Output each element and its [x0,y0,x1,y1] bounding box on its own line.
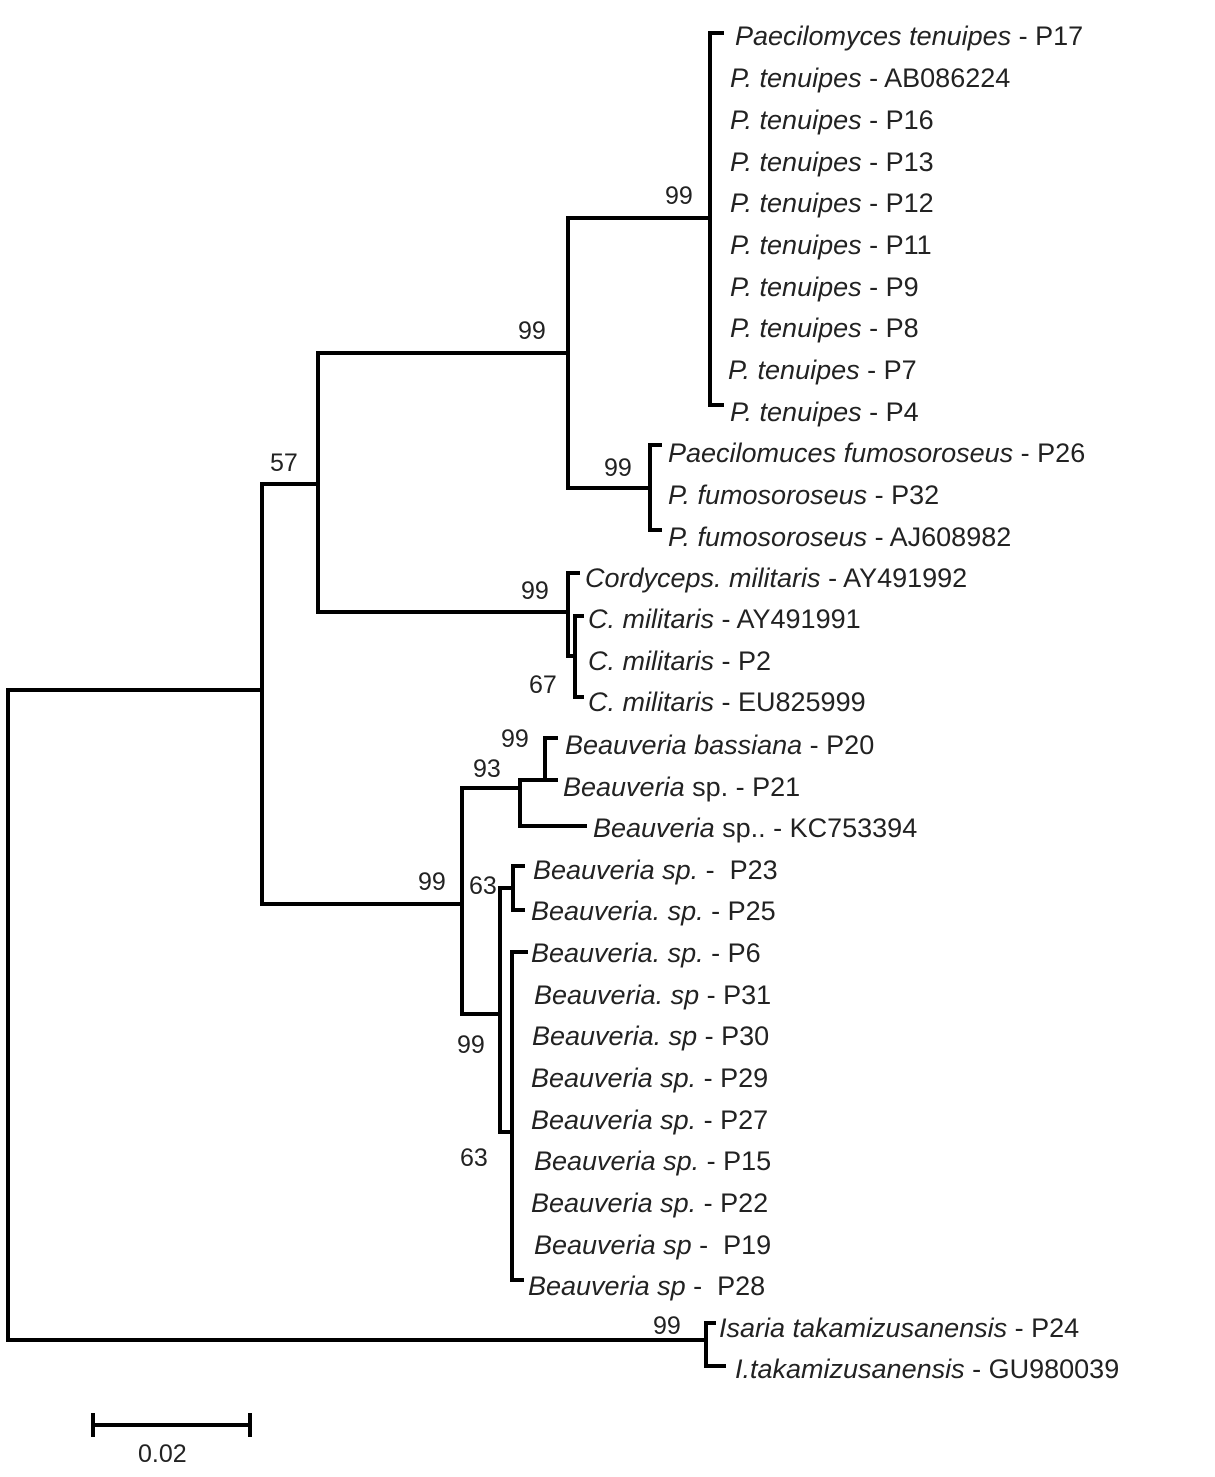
leaf-label: Beauveria sp. - P22 [531,1188,768,1218]
bootstrap-values: 99 99 99 57 99 67 99 93 99 63 99 63 99 [270,182,693,1340]
leaf-label: Beauveria sp. - P21 [563,772,800,802]
leaf-label: P. tenuipes - AB086224 [730,63,1010,93]
bootstrap-label: 67 [529,671,557,699]
leaf-label: Beauveria sp. - P23 [533,855,778,885]
leaf-label: Beauveria. sp. - P6 [531,938,761,968]
leaf-label: P. tenuipes - P8 [730,313,919,343]
leaf-label: P. fumosoroseus - AJ608982 [668,522,1011,552]
branch-tenuipes [708,31,724,407]
leaf-label: Beauveria sp.. - KC753394 [593,813,917,843]
leaf-label: Beauveria sp - P19 [534,1230,771,1260]
leaf-label: Beauveria sp. - P15 [534,1146,771,1176]
branch-paecilomyces [566,216,712,490]
leaf-labels: Paecilomyces tenuipes - P17 P. tenuipes … [528,21,1119,1384]
bootstrap-label: 99 [518,317,546,345]
bootstrap-label: 99 [521,577,549,605]
leaf-label: P. tenuipes - P11 [730,230,932,260]
leaf-label: Beauveria sp. - P29 [531,1063,768,1093]
branch-cordyceps [566,571,584,699]
tree-branches [6,31,726,1368]
leaf-label: Beauveria sp - P28 [528,1271,765,1301]
leaf-label: C. militaris - EU825999 [588,687,866,717]
leaf-label: Paecilomyces tenuipes - P17 [735,21,1083,51]
leaf-label: P. tenuipes - P7 [728,355,917,385]
leaf-label: C. militaris - P2 [588,646,771,676]
leaf-label: Beauveria. sp - P31 [534,980,771,1010]
bootstrap-label: 93 [473,755,501,783]
scale-bar-label: 0.02 [138,1440,187,1468]
bootstrap-label: 63 [469,872,497,900]
branch-57 [260,482,464,906]
branch-93 [518,778,587,828]
bootstrap-label: 63 [460,1144,488,1172]
branch-63-upper [511,864,525,912]
leaf-label: Beauveria. sp - P30 [532,1021,769,1051]
leaf-label: Cordyceps. militaris - AY491992 [585,563,967,593]
leaf-label: P. tenuipes - P13 [730,147,934,177]
branch-63-lower [510,950,528,1282]
leaf-label: Beauveria. sp. - P25 [531,896,776,926]
leaf-label: P. tenuipes - P16 [730,105,934,135]
branch-isaria [704,1321,726,1368]
leaf-label: Beauveria sp. - P27 [531,1105,768,1135]
leaf-label: Beauveria bassiana - P20 [565,730,874,760]
bootstrap-label: 57 [270,449,298,477]
branch-node-x [316,351,570,614]
root-branch [6,688,708,1342]
bootstrap-label: 99 [665,182,693,210]
leaf-label: P. tenuipes - P4 [730,397,919,427]
bootstrap-label: 99 [501,725,529,753]
leaf-label: P. tenuipes - P9 [730,272,919,302]
scale-bar: 0.02 [91,1413,252,1468]
leaf-label: Isaria takamizusanensis - P24 [719,1313,1079,1343]
branch-fumosoroseus [648,443,662,532]
leaf-label: I.takamizusanensis - GU980039 [735,1354,1119,1384]
bootstrap-label: 99 [418,868,446,896]
bootstrap-label: 99 [653,1312,681,1340]
leaf-label: P. tenuipes - P12 [730,188,934,218]
leaf-label: P. fumosoroseus - P32 [668,480,939,510]
scale-bar-line [91,1413,252,1437]
leaf-label: Paecilomuces fumosoroseus - P26 [668,438,1085,468]
branch-bassiana [543,736,558,782]
leaf-label: C. militaris - AY491991 [588,604,861,634]
bootstrap-label: 99 [457,1031,485,1059]
branch-beauveria [460,786,522,1016]
bootstrap-label: 99 [604,454,632,482]
